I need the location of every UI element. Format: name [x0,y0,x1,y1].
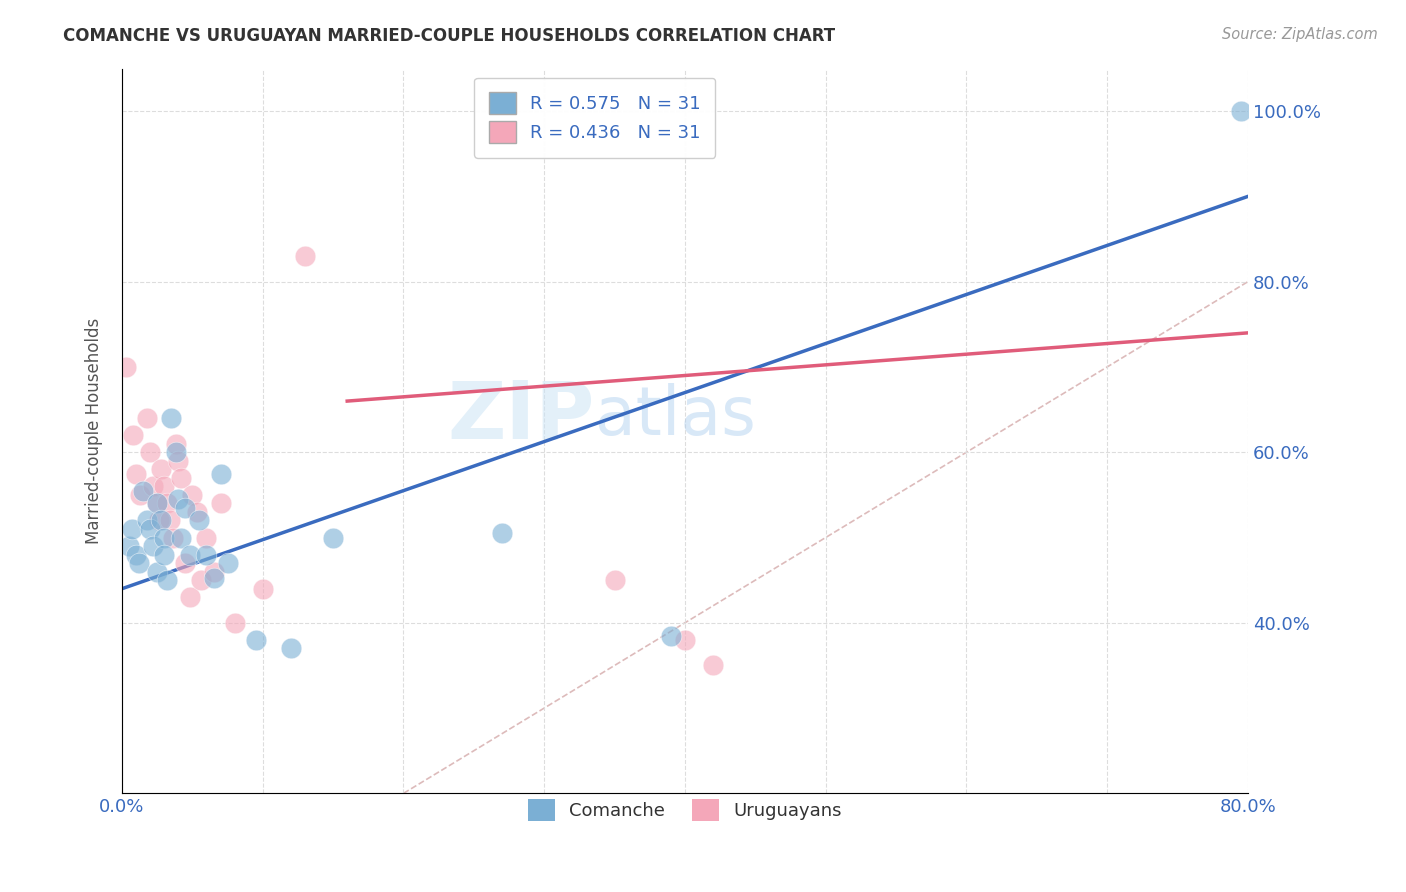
Point [115,359,138,374]
Point [659,629,682,643]
Point [195,548,218,562]
Point [132,483,155,498]
Point [128,556,150,570]
Point [209,467,232,481]
Point [142,479,165,493]
Point [245,632,267,647]
Point [702,658,724,673]
Point [294,249,316,263]
Point [167,492,190,507]
Point [160,411,183,425]
Text: atlas: atlas [595,384,756,450]
Point [673,632,696,647]
Point [156,496,179,510]
Text: Source: ZipAtlas.com: Source: ZipAtlas.com [1222,27,1378,42]
Point [252,582,274,596]
Text: ZIP: ZIP [447,377,595,456]
Point [217,556,239,570]
Point [153,531,176,545]
Point [125,548,148,562]
Point [162,531,184,545]
Point [603,573,626,587]
Point [136,513,159,527]
Point [122,428,145,442]
Point [142,539,165,553]
Point [195,531,218,545]
Point [1230,104,1253,119]
Point [179,548,201,562]
Point [153,479,176,493]
Point [202,565,225,579]
Point [167,454,190,468]
Point [121,522,143,536]
Point [139,522,162,536]
Point [136,411,159,425]
Point [186,505,208,519]
Point [224,615,246,630]
Point [209,496,232,510]
Point [202,571,225,585]
Legend: Comanche, Uruguayans: Comanche, Uruguayans [513,784,856,835]
Point [139,445,162,459]
Point [190,573,212,587]
Point [170,531,193,545]
Point [165,436,187,450]
Point [125,467,148,481]
Point [148,513,170,527]
Point [491,526,513,541]
Point [322,531,344,545]
Point [188,513,211,527]
Point [179,591,201,605]
Text: COMANCHE VS URUGUAYAN MARRIED-COUPLE HOUSEHOLDS CORRELATION CHART: COMANCHE VS URUGUAYAN MARRIED-COUPLE HOU… [63,27,835,45]
Point [156,573,179,587]
Point [170,471,193,485]
Point [181,488,204,502]
Y-axis label: Married-couple Households: Married-couple Households [86,318,103,544]
Point [174,556,197,570]
Point [165,445,187,459]
Point [118,539,141,553]
Point [146,496,169,510]
Point [146,565,169,579]
Point [159,513,181,527]
Point [129,488,152,502]
Point [150,513,173,527]
Point [174,500,197,515]
Point [280,641,302,656]
Point [153,548,176,562]
Point [150,462,173,476]
Point [146,496,169,510]
